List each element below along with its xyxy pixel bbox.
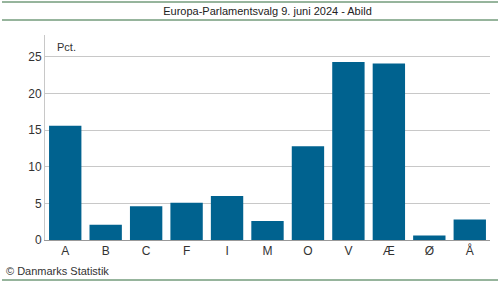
svg-text:5: 5: [35, 197, 42, 211]
svg-text:© Danmarks Statistik: © Danmarks Statistik: [6, 265, 109, 277]
svg-text:10: 10: [28, 160, 42, 174]
svg-text:Æ: Æ: [383, 244, 395, 258]
svg-text:B: B: [102, 244, 110, 258]
svg-text:20: 20: [28, 87, 42, 101]
svg-text:15: 15: [28, 123, 42, 137]
svg-text:Ø: Ø: [425, 244, 434, 258]
svg-text:Pct.: Pct.: [57, 41, 76, 53]
svg-text:V: V: [344, 244, 352, 258]
svg-text:25: 25: [28, 50, 42, 64]
svg-text:A: A: [61, 244, 69, 258]
svg-text:M: M: [263, 244, 273, 258]
svg-text:I: I: [225, 244, 228, 258]
svg-text:C: C: [142, 244, 151, 258]
svg-text:0: 0: [35, 233, 42, 247]
svg-text:F: F: [183, 244, 190, 258]
svg-text:O: O: [303, 244, 312, 258]
svg-text:Å: Å: [466, 243, 474, 258]
svg-text:Europa-Parlamentsvalg 9. juni: Europa-Parlamentsvalg 9. juni 2024 - Abi…: [163, 5, 372, 17]
